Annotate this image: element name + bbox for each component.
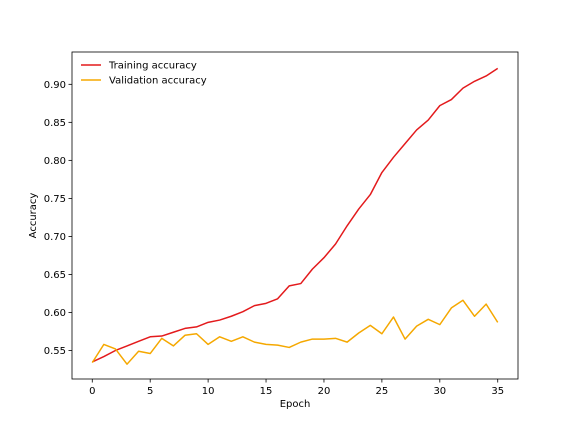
- y-axis-ticks: 0.55 0.60 0.65 0.70 0.75 0.80 0.85 0.90: [44, 80, 72, 357]
- x-axis-ticks: 0 5 10 15 20 25 30 35: [89, 379, 504, 397]
- x-tick-label: 5: [147, 386, 153, 397]
- x-axis-label: Epoch: [280, 399, 311, 410]
- y-tick-label: 0.80: [44, 156, 66, 167]
- legend-label-training: Training accuracy: [108, 61, 197, 72]
- y-tick-label: 0.70: [44, 232, 66, 243]
- y-tick-label: 0.55: [44, 346, 66, 357]
- series-line-validation: [91, 299, 499, 365]
- y-tick-label: 0.90: [44, 80, 66, 91]
- plot-frame: [71, 51, 519, 380]
- x-tick-label: 20: [318, 386, 331, 397]
- x-tick-label: 35: [491, 386, 504, 397]
- series-line-training: [91, 67, 499, 363]
- y-tick-label: 0.85: [44, 118, 66, 129]
- legend-label-validation: Validation accuracy: [109, 76, 207, 87]
- x-tick-label: 15: [260, 386, 273, 397]
- y-tick-label: 0.65: [44, 270, 66, 281]
- plot-lines: [91, 67, 499, 365]
- x-tick-label: 10: [202, 386, 215, 397]
- x-tick-label: 30: [433, 386, 446, 397]
- x-tick-label: 0: [89, 386, 95, 397]
- legend: Training accuracy Validation accuracy: [81, 61, 207, 87]
- x-tick-label: 25: [376, 386, 389, 397]
- y-tick-label: 0.75: [44, 194, 66, 205]
- y-tick-label: 0.60: [44, 308, 66, 319]
- y-axis-label: Accuracy: [28, 193, 39, 239]
